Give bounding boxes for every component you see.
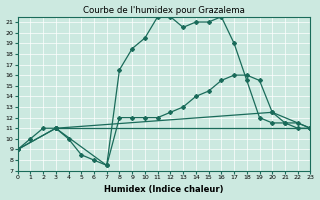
Title: Courbe de l'humidex pour Grazalema: Courbe de l'humidex pour Grazalema (83, 6, 245, 15)
X-axis label: Humidex (Indice chaleur): Humidex (Indice chaleur) (104, 185, 224, 194)
